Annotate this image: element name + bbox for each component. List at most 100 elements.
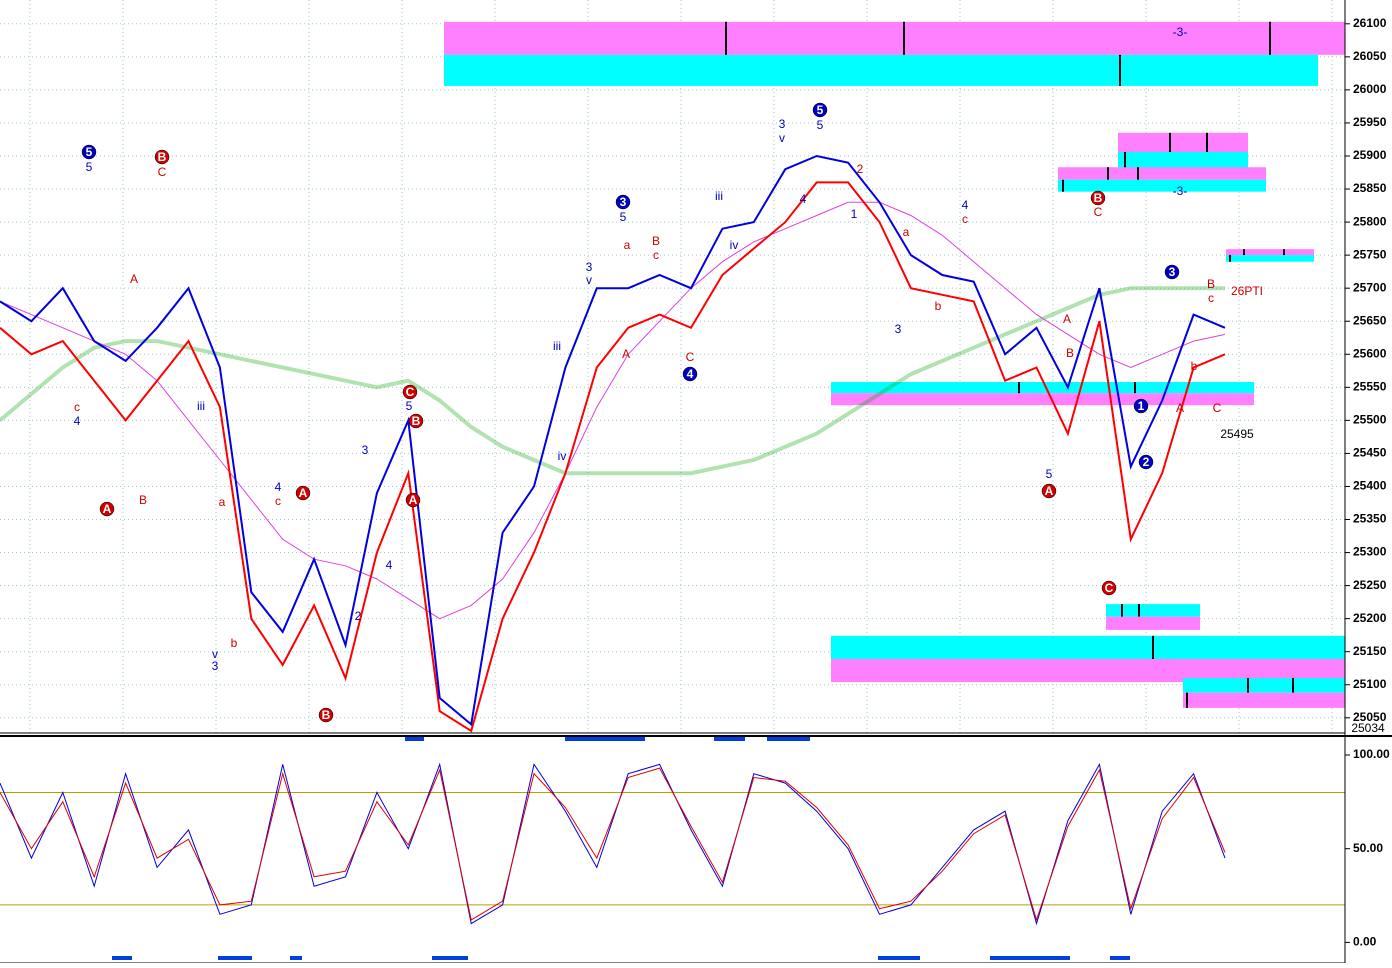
zone [831,393,1254,406]
wave-label: B [158,150,167,164]
wave-circle [402,384,418,400]
y-tick-label: 25750 [1353,247,1387,261]
wave-label: 25495 [1220,427,1254,441]
wave-label: 3 [212,659,219,673]
zone [1118,132,1248,153]
wave-label: a [624,238,631,252]
y-tick-label: 25500 [1353,413,1387,427]
y-tick-label: 25300 [1353,545,1387,559]
wave-label: c [653,248,659,262]
wave-label: v [779,131,785,145]
wave-label: 1 [851,207,858,221]
zone [831,635,1345,659]
wave-label: 4 [386,558,393,572]
wave-label: 5 [817,103,824,117]
wave-circle [1164,264,1180,280]
y-tick-label: 26050 [1353,49,1387,63]
wave-label: v [212,647,218,661]
y-tick-label: 25700 [1353,280,1387,294]
zone [831,658,1345,683]
wave-label: c [1208,291,1214,305]
y-tick-label: 26100 [1353,16,1387,30]
wave-label: 2 [355,609,362,623]
wave-label: A [1176,401,1184,415]
zone [831,382,1254,394]
wave-label: 26PTI [1231,284,1263,298]
wave-label: iv [730,238,739,252]
wave-label: b [935,299,942,313]
wave-label: C [686,350,695,364]
wave-circle [812,102,828,118]
wave-label: 1 [1138,399,1145,413]
wave-label: 3 [586,260,593,274]
series-line [0,201,1226,620]
wave-label: 5 [620,210,627,224]
y-tick-label: 26000 [1353,82,1387,96]
wave-circle [1041,483,1057,499]
wave-label: v [586,273,592,287]
wave-label: A [299,486,308,500]
wave-label: B [652,234,660,248]
wave-label: A [409,493,418,507]
wave-label: 2 [857,162,864,176]
wave-label: 5 [817,118,824,132]
wave-label: B [139,493,147,507]
wave-label: A [103,502,112,516]
wave-label: 4 [275,480,282,494]
wave-label: 5 [1046,467,1053,481]
y-tick-label: 100.00 [1353,747,1390,761]
wave-label: iv [558,449,567,463]
zone [1058,179,1266,192]
wave-label: C [1105,581,1114,595]
wave-label: 3 [1169,265,1176,279]
zone [1106,616,1200,630]
zone [1226,249,1314,256]
wave-label: C [1094,205,1103,219]
wave-circle [408,413,424,429]
wave-label: iii [197,399,205,413]
y-tick-label: 25800 [1353,214,1387,228]
y-tick-label: 25150 [1353,644,1387,658]
zone [444,54,1318,86]
wave-circle [99,501,115,517]
wave-label: iii [553,339,561,353]
wave-label: C [158,165,167,179]
wave-circle [154,149,170,165]
wave-circle [81,144,97,160]
zone [444,21,1345,55]
wave-label: 3 [779,117,786,131]
series-line [0,154,1226,727]
wave-label: 4 [962,198,969,212]
y-tick-label: 25950 [1353,115,1387,129]
zone [1226,255,1314,262]
y-tick-label: 25600 [1353,346,1387,360]
wave-circle [682,366,698,382]
wave-label: A [130,272,138,286]
series-line [0,767,1226,922]
wave-label: A [1045,484,1054,498]
wave-label: 4 [74,414,81,428]
wave-label: -3- [1173,184,1188,198]
series-line [0,286,1225,476]
wave-circle [1090,190,1106,206]
y-tick-label: 50.00 [1353,841,1383,855]
zone [1183,678,1345,693]
y-tick-label: 25900 [1353,148,1387,162]
wave-circle [295,485,311,501]
wave-label: B [322,708,331,722]
wave-label: 25034 [1351,721,1385,735]
wave-label: A [1063,312,1071,326]
zone [1058,167,1266,180]
y-tick-label: 25550 [1353,379,1387,393]
wave-label: 5 [86,145,93,159]
wave-label: 4 [687,367,694,381]
wave-label: C [1213,401,1222,415]
y-tick-label: 0.00 [1353,935,1377,949]
y-tick-label: 25850 [1353,181,1387,195]
wave-label: 5 [86,160,93,174]
y-tick-label: 25350 [1353,512,1387,526]
zone [1118,152,1248,170]
y-tick-label: 25050 [1353,710,1387,724]
y-tick-label: 25400 [1353,479,1387,493]
